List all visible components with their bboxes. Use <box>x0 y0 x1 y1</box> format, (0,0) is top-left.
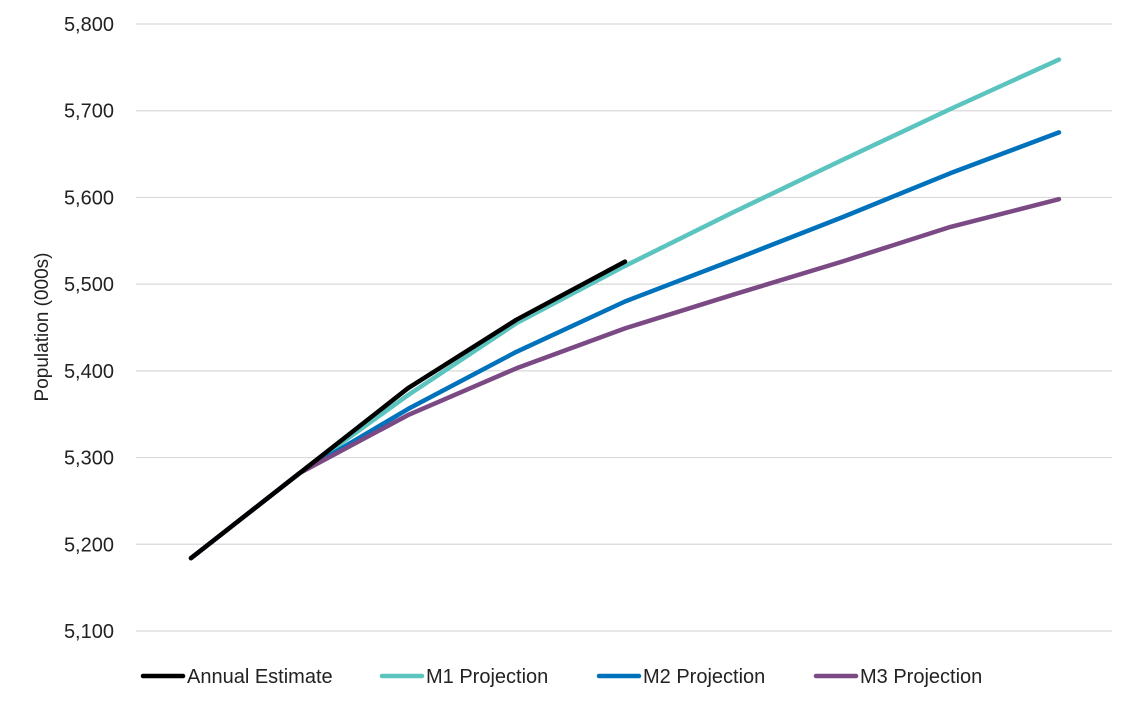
series-line-annual-estimate <box>188 259 628 561</box>
legend-label-m1-projection: M1 Projection <box>426 666 548 688</box>
series-line-m2-projection <box>188 130 1062 561</box>
y-axis-ticks: 5,100 5,200 5,300 5,400 5,500 5,600 5,700 5,800 <box>64 14 114 643</box>
series-line-m3-projection <box>188 196 1062 561</box>
y-tick-label: 5,400 <box>64 361 114 383</box>
y-tick-label: 5,700 <box>64 101 114 123</box>
gridlines <box>136 23 1112 632</box>
legend-label-m3-projection: M3 Projection <box>860 666 982 688</box>
legend: Annual Estimate M1 Projection M2 Projectio… <box>140 666 982 688</box>
y-axis-label: Population (000s) <box>32 253 53 402</box>
series-lines <box>188 57 1062 561</box>
y-tick-label: 5,100 <box>64 621 114 643</box>
legend-label-m2-projection: M2 Projection <box>643 666 765 688</box>
series-line-m1-projection <box>188 57 1062 561</box>
legend-label-annual-estimate: Annual Estimate <box>187 666 333 688</box>
y-tick-label: 5,300 <box>64 448 114 470</box>
y-tick-label: 5,800 <box>64 14 114 36</box>
y-tick-label: 5,600 <box>64 187 114 209</box>
y-tick-label: 5,200 <box>64 534 114 556</box>
y-tick-label: 5,500 <box>64 274 114 296</box>
